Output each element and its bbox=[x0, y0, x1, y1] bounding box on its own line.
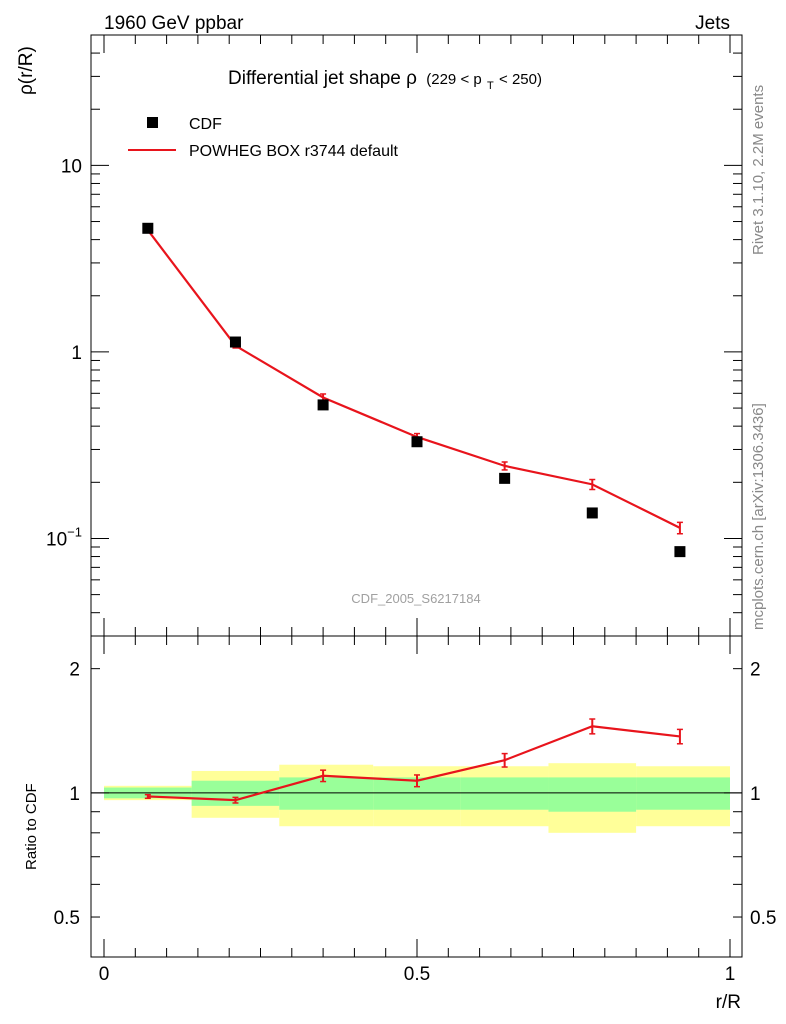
main-axis-ticks bbox=[91, 34, 742, 957]
process-label: Jets bbox=[695, 13, 730, 34]
cdf-data-point bbox=[586, 507, 598, 519]
ratio-y-tick-label-left: 1 bbox=[69, 784, 80, 805]
cdf-data-point bbox=[317, 399, 329, 411]
title-range-pre: (229 < p bbox=[426, 71, 481, 88]
rivet-label: Rivet 3.1.10, 2.2M events bbox=[750, 85, 767, 255]
ratio-y-tick-label-right: 1 bbox=[750, 784, 761, 805]
stat-uncertainty-band bbox=[460, 777, 549, 810]
title-main: Differential jet shape bbox=[228, 68, 406, 89]
ratio-y-axis-label: Ratio to CDF bbox=[23, 783, 40, 870]
title-rho: ρ bbox=[406, 68, 417, 89]
legend: CDF POWHEG BOX r3744 default bbox=[128, 116, 399, 160]
main-tick-labels: 10 1 10−1 bbox=[46, 156, 82, 550]
title-range-sub: T bbox=[487, 80, 494, 92]
stat-uncertainty-band bbox=[636, 777, 730, 810]
cdf-data-point bbox=[229, 336, 241, 348]
mcplots-label: mcplots.cern.ch [arXiv:1306.3436] bbox=[750, 403, 767, 630]
cdf-data-point bbox=[411, 436, 423, 448]
main-y-tick-label: 10 bbox=[61, 156, 82, 177]
ratio-frame bbox=[90, 635, 743, 958]
cdf-data-point bbox=[142, 222, 154, 234]
title-range-post: < 250) bbox=[499, 71, 542, 88]
stat-uncertainty-band bbox=[279, 777, 374, 810]
x-tick-label: 0 bbox=[99, 964, 110, 985]
main-y-tick-label: 1 bbox=[71, 343, 82, 364]
main-y-axis-label: ρ(r/R) bbox=[16, 46, 37, 95]
ratio-series-group bbox=[144, 718, 683, 804]
x-tick-label: 1 bbox=[725, 964, 736, 985]
ratio-y-tick-label-left: 0.5 bbox=[54, 908, 80, 929]
analysis-watermark: CDF_2005_S6217184 bbox=[351, 591, 480, 606]
ratio-axis-ticks bbox=[91, 668, 742, 958]
main-y-tick-label: 10−1 bbox=[46, 524, 82, 550]
cdf-data-point bbox=[499, 472, 511, 484]
stat-uncertainty-band bbox=[548, 777, 637, 812]
energy-label: 1960 GeV ppbar bbox=[104, 13, 244, 34]
ratio-y-tick-label-right: 2 bbox=[750, 660, 761, 681]
powheg-line bbox=[146, 229, 681, 529]
x-axis-label: r/R bbox=[716, 992, 741, 1013]
main-series-group bbox=[142, 222, 686, 558]
ratio-y-tick-label-left: 2 bbox=[69, 660, 80, 681]
ratio-tick-labels: 2 2 1 1 0.5 0.5 0 0.5 1 bbox=[54, 660, 777, 985]
legend-cdf-label: CDF bbox=[189, 116, 222, 133]
plot-title: Differential jet shape ρ (229 < p T < 25… bbox=[228, 68, 542, 94]
legend-powheg-label: POWHEG BOX r3744 default bbox=[189, 143, 399, 160]
x-tick-label: 0.5 bbox=[404, 964, 430, 985]
legend-cdf-marker bbox=[147, 117, 158, 128]
ratio-y-tick-label-right: 0.5 bbox=[750, 908, 776, 929]
main-plot-panel: 10 1 10−1 Differential jet shape ρ (229 < … bbox=[16, 34, 743, 957]
ratio-plot-panel: 2 2 1 1 0.5 0.5 0 0.5 1 Ratio to CDF r/R bbox=[23, 635, 777, 1013]
cdf-data-point bbox=[674, 546, 686, 558]
